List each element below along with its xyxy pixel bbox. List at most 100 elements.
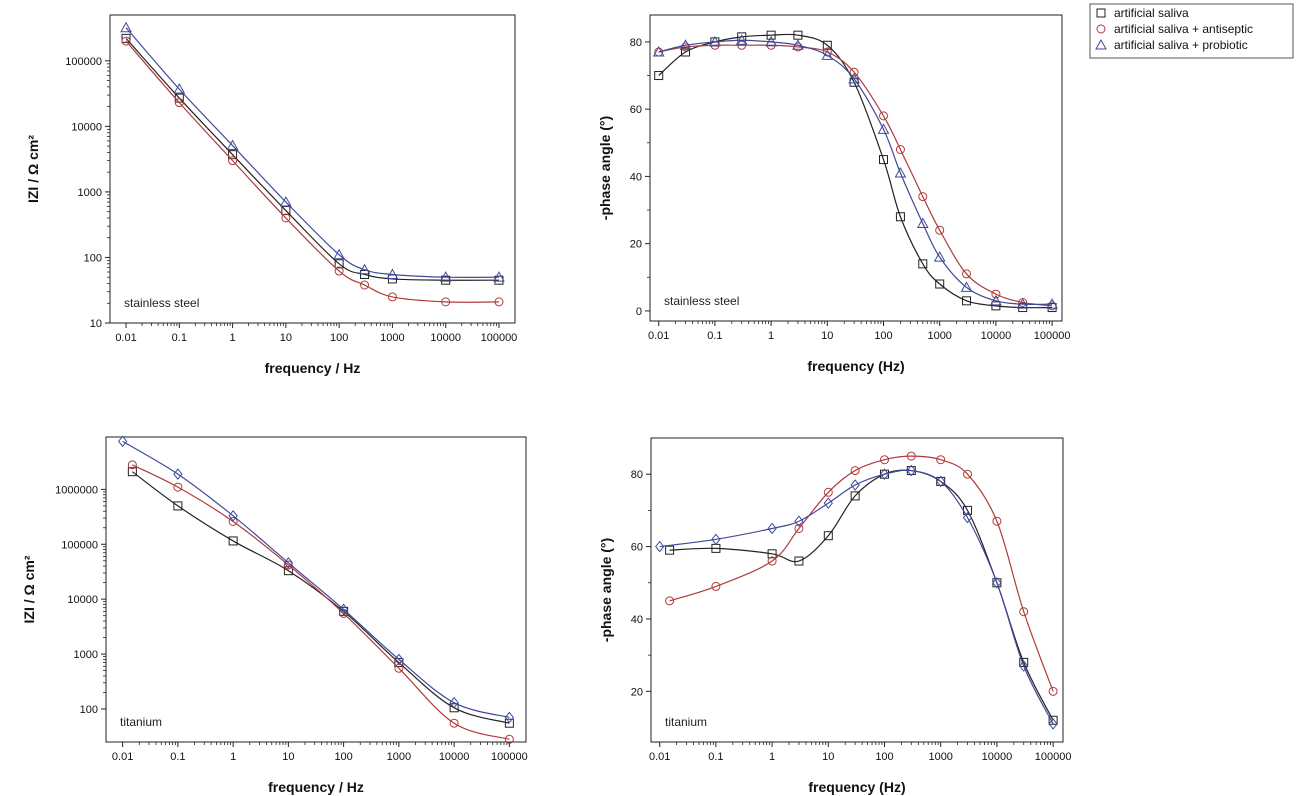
chart-panel-1: 0.01 0.1 1 10 100 1000 10000 100000 10 100 1000 100… xyxy=(25,14,517,376)
data-point xyxy=(823,497,833,509)
y-tick-label: 40 xyxy=(630,171,642,183)
y-tick-label: 10000 xyxy=(71,121,102,133)
x-tick-label: 100000 xyxy=(491,751,528,763)
data-point xyxy=(992,516,1002,526)
x-tick-label: 1 xyxy=(769,751,775,763)
data-point xyxy=(173,83,186,94)
data-point xyxy=(1048,718,1058,730)
y-tick-label: 10 xyxy=(90,318,102,330)
series-artificial-saliva xyxy=(127,467,514,728)
x-axis-label: frequency / Hz xyxy=(265,360,361,376)
y-tick-label: 40 xyxy=(631,614,643,626)
data-point xyxy=(895,145,905,155)
data-point xyxy=(338,603,349,616)
x-tick-label: 0.1 xyxy=(708,751,723,763)
data-point xyxy=(960,281,973,292)
x-tick-label: 10 xyxy=(282,751,294,763)
series-line xyxy=(125,27,499,278)
data-point xyxy=(333,248,345,260)
series-artificial-saliva-antiseptic xyxy=(121,36,504,307)
data-point xyxy=(226,139,239,151)
data-point xyxy=(283,566,293,576)
series-line xyxy=(122,440,510,719)
data-point xyxy=(280,196,292,207)
y-axis-label: -phase angle (°) xyxy=(597,116,613,220)
data-point xyxy=(990,294,1002,306)
data-point xyxy=(1048,715,1058,725)
series-artificial-saliva-antiseptic xyxy=(127,460,514,744)
data-point xyxy=(710,40,720,50)
y-tick-label: 80 xyxy=(631,469,643,481)
series-line xyxy=(658,33,1053,309)
x-axis-label: frequency / Hz xyxy=(268,779,364,795)
data-point xyxy=(737,40,747,50)
data-point xyxy=(1019,607,1029,617)
data-point xyxy=(848,72,860,84)
legend-group: artificial saliva artificial saliva + ant… xyxy=(1089,3,1294,59)
x-tick-label: 0.01 xyxy=(649,751,670,763)
data-point xyxy=(120,21,132,33)
series-artificial-saliva xyxy=(121,33,504,285)
data-point xyxy=(504,734,514,744)
panel-annotation: stainless steel xyxy=(664,294,739,308)
data-point xyxy=(228,156,238,166)
panel-annotation: titanium xyxy=(665,715,707,729)
data-point xyxy=(1046,298,1058,309)
x-tick-label: 100000 xyxy=(1034,330,1071,342)
y-tick-label: 20 xyxy=(630,239,642,251)
x-tick-label: 100 xyxy=(330,332,348,344)
y-axis-label: IZI / Ω cm² xyxy=(25,135,41,203)
data-point xyxy=(504,711,515,724)
data-point xyxy=(709,35,721,47)
data-point xyxy=(850,466,860,476)
x-tick-label: 10000 xyxy=(430,332,461,344)
data-point xyxy=(821,49,834,60)
y-tick-label: 1000 xyxy=(78,187,102,199)
data-point xyxy=(962,269,972,279)
plot-frame xyxy=(105,436,527,743)
data-point xyxy=(895,212,905,222)
data-point xyxy=(906,464,916,477)
data-point xyxy=(735,34,748,45)
data-point xyxy=(449,703,459,713)
data-point xyxy=(1016,298,1029,309)
data-point xyxy=(880,455,890,465)
series-line xyxy=(125,40,499,303)
y-tick-label: 100000 xyxy=(65,56,102,68)
plot-frame xyxy=(649,14,1063,322)
legend-label: artificial saliva + antiseptic xyxy=(1114,22,1253,36)
data-point xyxy=(121,36,131,46)
data-point xyxy=(992,576,1002,589)
data-point xyxy=(358,263,371,275)
data-point xyxy=(127,460,137,470)
x-tick-label: 1 xyxy=(230,751,236,763)
data-point xyxy=(117,435,128,448)
x-axis-label: frequency (Hz) xyxy=(808,779,905,795)
legend xyxy=(1088,2,1293,60)
data-point xyxy=(173,468,183,480)
data-point xyxy=(1048,686,1058,696)
y-tick-label: 60 xyxy=(630,104,642,116)
series-artificial-saliva-probiotic xyxy=(120,21,505,282)
x-tick-label: 100 xyxy=(874,330,892,342)
data-point xyxy=(386,268,399,279)
series-artificial-saliva-probiotic xyxy=(652,34,1058,309)
y-tick-label: 20 xyxy=(631,686,643,698)
y-tick-label: 100000 xyxy=(61,539,98,551)
x-tick-label: 10 xyxy=(280,332,292,344)
y-axis-label: IZI / Ω cm² xyxy=(21,555,37,623)
x-tick-label: 10 xyxy=(821,330,833,342)
data-point xyxy=(877,123,890,134)
data-point xyxy=(906,451,916,461)
data-point xyxy=(711,533,721,546)
data-point xyxy=(681,47,691,57)
x-tick-label: 0.1 xyxy=(172,332,187,344)
data-point xyxy=(449,696,459,709)
legend-marker xyxy=(1096,8,1106,18)
data-point xyxy=(916,217,929,228)
data-point xyxy=(504,718,514,728)
data-point xyxy=(654,71,664,81)
data-point xyxy=(394,653,404,666)
data-point xyxy=(963,469,973,479)
